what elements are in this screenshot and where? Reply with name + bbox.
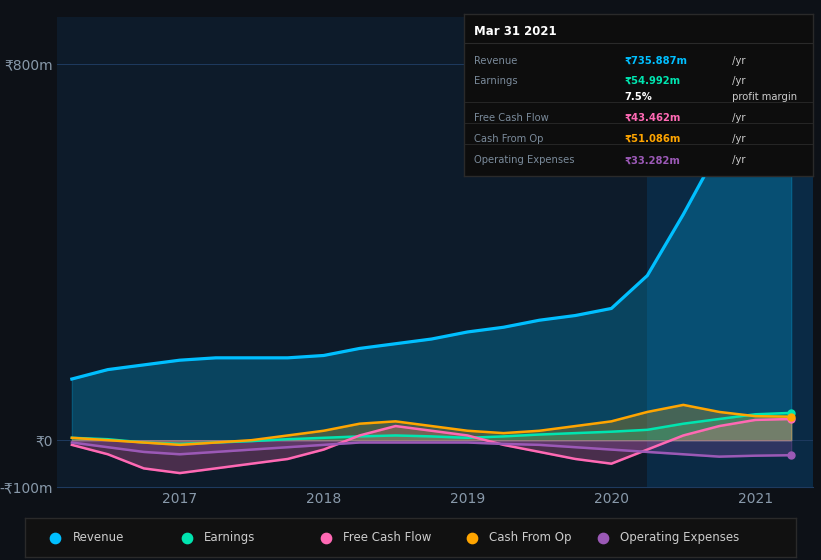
Point — [785, 64, 798, 73]
Text: ₹735.887m: ₹735.887m — [624, 56, 687, 66]
Text: ₹54.992m: ₹54.992m — [624, 76, 681, 86]
Text: Earnings: Earnings — [204, 531, 255, 544]
Text: profit margin: profit margin — [729, 92, 797, 102]
Point — [785, 408, 798, 417]
Text: ₹43.462m: ₹43.462m — [624, 113, 681, 123]
Text: Free Cash Flow: Free Cash Flow — [475, 113, 549, 123]
Point — [49, 533, 62, 542]
Point — [785, 414, 798, 423]
Point — [466, 533, 479, 542]
Text: ₹33.282m: ₹33.282m — [624, 155, 681, 165]
Bar — [647, 17, 813, 487]
Text: Cash From Op: Cash From Op — [489, 531, 571, 544]
Text: ₹51.086m: ₹51.086m — [624, 134, 681, 144]
Text: Revenue: Revenue — [72, 531, 124, 544]
Text: Earnings: Earnings — [475, 76, 518, 86]
Text: Revenue: Revenue — [475, 56, 518, 66]
Point — [785, 451, 798, 460]
Text: Cash From Op: Cash From Op — [475, 134, 544, 144]
Text: /yr: /yr — [729, 113, 745, 123]
Text: /yr: /yr — [729, 56, 745, 66]
Text: Mar 31 2021: Mar 31 2021 — [475, 25, 557, 39]
Text: Free Cash Flow: Free Cash Flow — [342, 531, 431, 544]
Text: Operating Expenses: Operating Expenses — [475, 155, 575, 165]
Point — [785, 412, 798, 421]
Text: /yr: /yr — [729, 134, 745, 144]
Text: /yr: /yr — [729, 155, 745, 165]
Text: 7.5%: 7.5% — [624, 92, 652, 102]
Point — [319, 533, 333, 542]
Text: Operating Expenses: Operating Expenses — [621, 531, 740, 544]
Text: /yr: /yr — [729, 76, 745, 86]
Point — [180, 533, 193, 542]
Point — [597, 533, 610, 542]
